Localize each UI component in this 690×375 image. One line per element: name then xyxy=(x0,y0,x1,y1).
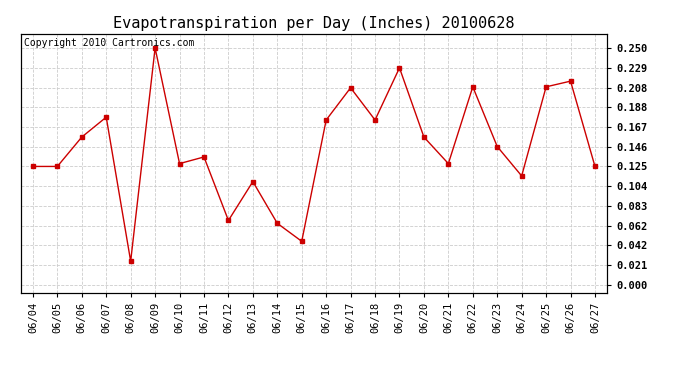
Title: Evapotranspiration per Day (Inches) 20100628: Evapotranspiration per Day (Inches) 2010… xyxy=(113,16,515,31)
Text: Copyright 2010 Cartronics.com: Copyright 2010 Cartronics.com xyxy=(23,38,194,48)
